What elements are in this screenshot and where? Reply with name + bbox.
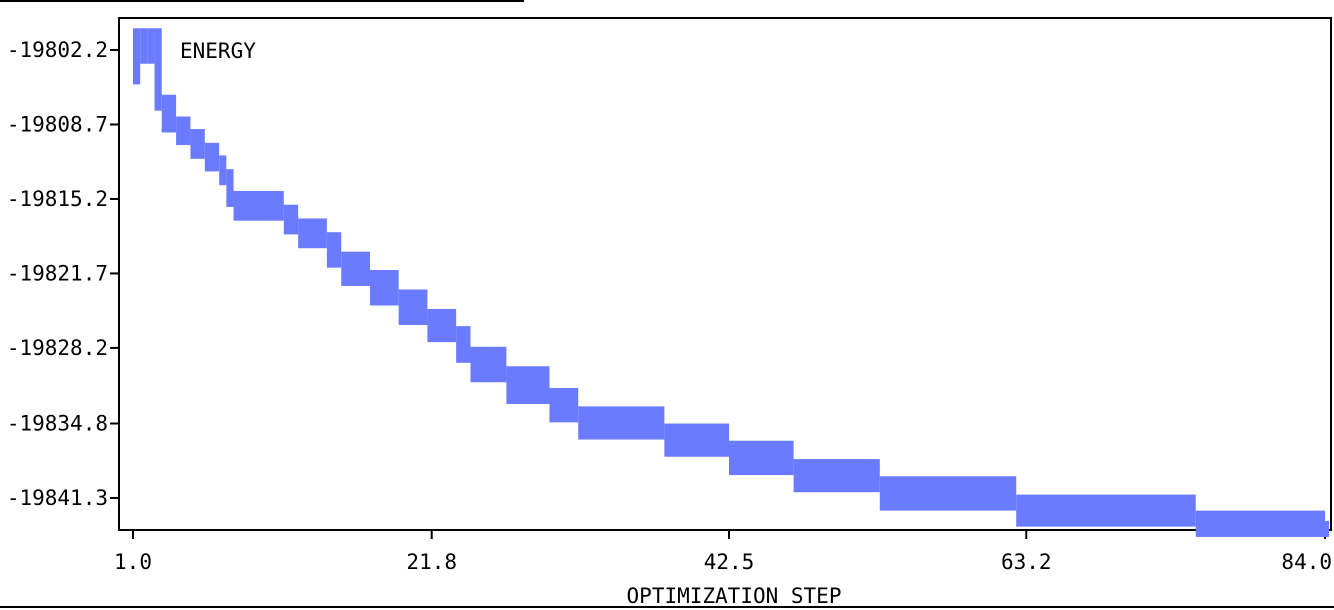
energy-step-segment [729, 440, 794, 476]
x-axis-title: OPTIMIZATION STEP [627, 584, 842, 608]
x-tick-label: 84.0 [1281, 550, 1332, 574]
energy-step-segment [233, 190, 284, 221]
y-tick-label: -19815.2 [7, 187, 108, 211]
energy-step-segment [133, 28, 141, 85]
energy-step-segment [1195, 510, 1325, 537]
y-tick-label: -19808.7 [7, 112, 108, 136]
energy-step-segment [879, 476, 1017, 511]
energy-step-segment [1016, 494, 1196, 527]
y-axis: -19802.2 -19808.7 -19815.2 -19821.7 -19828.2… [7, 38, 119, 510]
energy-step-segment [664, 423, 729, 457]
energy-step-segment [549, 388, 579, 423]
y-tick-label: -19802.2 [7, 38, 108, 62]
energy-step-segment [369, 270, 399, 306]
energy-step-segment [341, 251, 370, 287]
energy-step-segment [226, 169, 234, 207]
energy-step-segment [470, 346, 507, 383]
energy-step-segment [283, 204, 299, 235]
energy-step-segment [161, 94, 177, 133]
legend: ENERGY [180, 39, 256, 63]
energy-step-segment [793, 459, 880, 493]
energy-step-segment [154, 28, 162, 111]
energy-step-segment [176, 116, 191, 146]
energy-step-segment [398, 289, 428, 325]
energy-step-segment [326, 232, 342, 268]
x-tick-label: 42.5 [704, 550, 755, 574]
x-tick-label: 21.8 [406, 550, 457, 574]
top-border-line [0, 0, 524, 2]
x-tick-label: 1.0 [114, 550, 152, 574]
y-tick-label: -19834.8 [7, 412, 108, 436]
energy-step-segment [147, 28, 155, 64]
energy-step-segment [298, 218, 327, 249]
energy-step-segment [427, 308, 457, 343]
y-tick-label: -19841.3 [7, 486, 108, 510]
energy-series [133, 28, 1329, 537]
energy-step-segment [578, 406, 665, 440]
x-tick-label: 63.2 [1001, 550, 1052, 574]
energy-step-segment [140, 28, 148, 64]
energy-step-segment [190, 129, 205, 159]
x-axis: 1.0 21.8 42.5 63.2 84.0 [114, 530, 1332, 574]
energy-end-point [1323, 520, 1329, 537]
y-tick-label: -19828.2 [7, 336, 108, 360]
energy-step-segment [204, 142, 220, 172]
legend-label-energy: ENERGY [180, 39, 256, 63]
energy-step-segment [219, 155, 227, 186]
y-tick-label: -19821.7 [7, 261, 108, 285]
energy-step-segment [456, 326, 471, 363]
energy-step-segment [506, 366, 550, 405]
bottom-border-line [0, 606, 1334, 608]
